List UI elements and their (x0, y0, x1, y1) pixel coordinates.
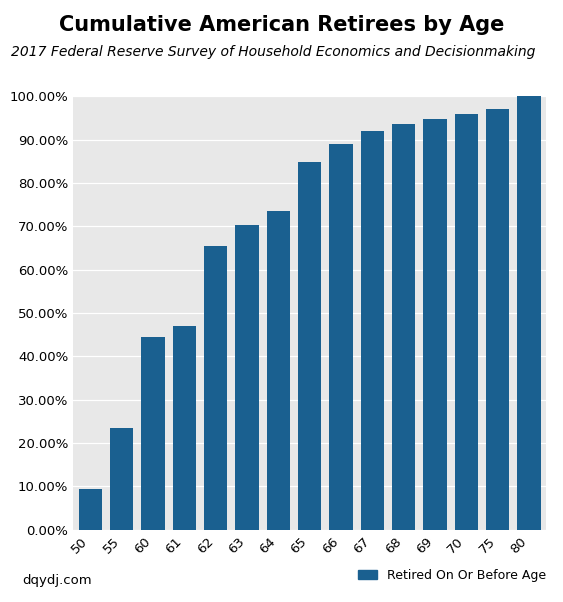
Bar (110, 428, 133, 530)
Bar (204, 246, 227, 530)
Bar (267, 211, 290, 530)
Bar (454, 114, 478, 530)
Bar (141, 337, 165, 530)
Bar (392, 125, 415, 530)
Bar (360, 131, 384, 530)
Bar (79, 489, 102, 530)
Bar (329, 144, 352, 530)
Text: dqydj.com: dqydj.com (23, 574, 92, 587)
Legend: Retired On Or Before Age: Retired On Or Before Age (353, 563, 551, 587)
Y-axis label: Percentage of Retirees Reporting: Percentage of Retirees Reporting (0, 197, 1, 429)
Bar (173, 326, 196, 530)
Bar (423, 119, 446, 530)
Bar (298, 162, 321, 530)
Text: 2017 Federal Reserve Survey of Household Economics and Decisionmaking: 2017 Federal Reserve Survey of Household… (11, 45, 535, 59)
Bar (235, 225, 259, 530)
Text: Cumulative American Retirees by Age: Cumulative American Retirees by Age (59, 15, 504, 35)
Bar (517, 96, 540, 530)
Bar (486, 110, 510, 530)
